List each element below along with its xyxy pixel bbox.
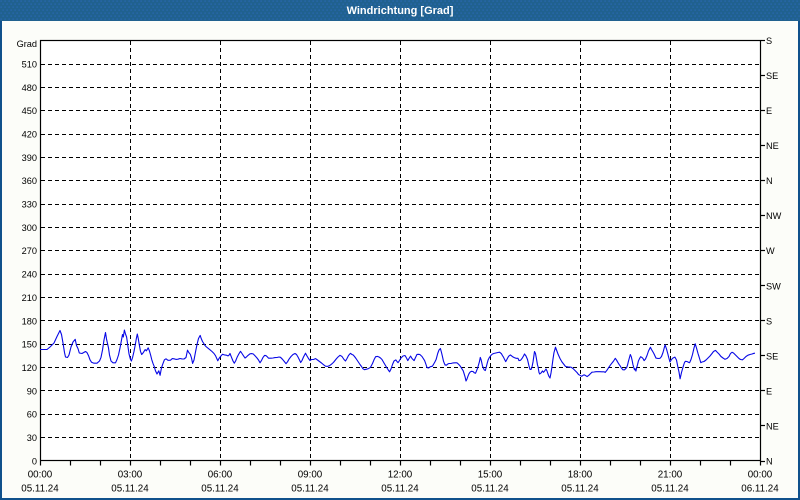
svg-text:Grad: Grad (17, 39, 37, 49)
svg-text:0: 0 (32, 456, 37, 466)
svg-text:300: 300 (22, 223, 37, 233)
svg-text:240: 240 (22, 270, 37, 280)
svg-text:12:00: 12:00 (388, 470, 413, 481)
svg-text:420: 420 (22, 130, 37, 140)
svg-text:00:00: 00:00 (28, 470, 53, 481)
svg-text:05.11.24: 05.11.24 (651, 484, 689, 495)
svg-text:S: S (766, 36, 772, 46)
svg-text:05.11.24: 05.11.24 (471, 484, 509, 495)
svg-text:NE: NE (766, 421, 779, 431)
svg-text:E: E (766, 386, 772, 396)
svg-text:NE: NE (766, 141, 779, 151)
svg-text:N: N (766, 176, 773, 186)
svg-text:05.11.24: 05.11.24 (381, 484, 419, 495)
svg-text:60: 60 (27, 410, 37, 420)
svg-text:03:00: 03:00 (118, 470, 143, 481)
svg-text:09:00: 09:00 (298, 470, 323, 481)
svg-text:90: 90 (27, 386, 37, 396)
svg-text:NW: NW (766, 211, 782, 221)
svg-text:W: W (766, 246, 775, 256)
svg-text:SE: SE (766, 71, 778, 81)
svg-text:15:00: 15:00 (478, 470, 503, 481)
svg-text:05.11.24: 05.11.24 (561, 484, 599, 495)
svg-text:21:00: 21:00 (658, 470, 683, 481)
svg-text:05.11.24: 05.11.24 (111, 484, 149, 495)
svg-text:SE: SE (766, 351, 778, 361)
svg-text:270: 270 (22, 246, 37, 256)
svg-text:SW: SW (766, 281, 781, 291)
svg-text:00:00: 00:00 (748, 470, 773, 481)
svg-text:N: N (766, 456, 773, 466)
svg-text:05.11.24: 05.11.24 (291, 484, 329, 495)
svg-text:E: E (766, 106, 772, 116)
svg-text:05.11.24: 05.11.24 (201, 484, 239, 495)
svg-text:S: S (766, 316, 772, 326)
svg-text:120: 120 (22, 363, 37, 373)
svg-text:06.11.24: 06.11.24 (741, 484, 779, 495)
svg-text:360: 360 (22, 176, 37, 186)
svg-text:180: 180 (22, 316, 37, 326)
svg-text:06:00: 06:00 (208, 470, 233, 481)
svg-text:05.11.24: 05.11.24 (21, 484, 59, 495)
svg-text:330: 330 (22, 200, 37, 210)
svg-text:18:00: 18:00 (568, 470, 593, 481)
svg-text:390: 390 (22, 153, 37, 163)
svg-text:210: 210 (22, 293, 37, 303)
svg-text:510: 510 (22, 59, 37, 69)
svg-text:150: 150 (22, 340, 37, 350)
svg-text:450: 450 (22, 106, 37, 116)
svg-text:480: 480 (22, 83, 37, 93)
svg-text:30: 30 (27, 433, 37, 443)
